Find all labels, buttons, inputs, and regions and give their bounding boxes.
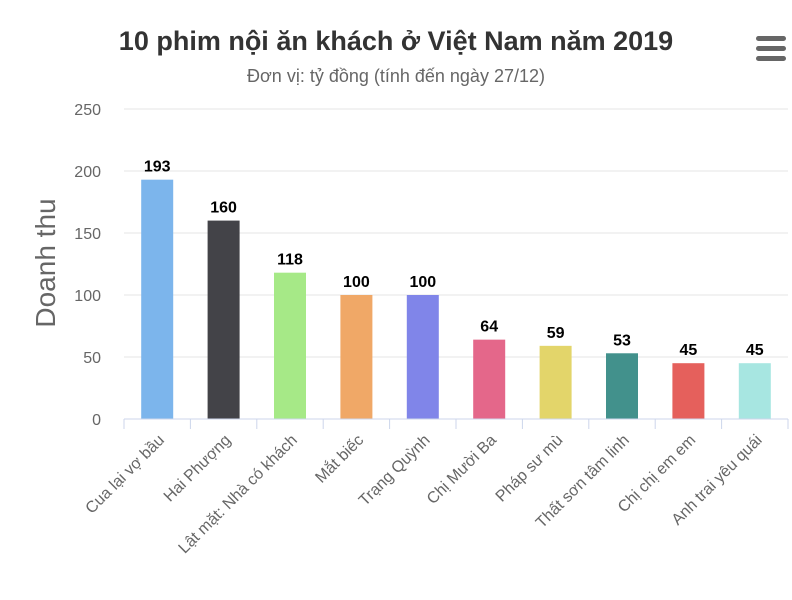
x-tick-label: Pháp sư mù	[493, 432, 567, 506]
data-label: 45	[746, 342, 764, 359]
bars	[141, 179, 771, 419]
x-tick-label: Chị Mười Ba	[424, 432, 500, 508]
bar[interactable]	[738, 363, 771, 419]
data-label: 45	[680, 342, 698, 359]
menu-bar-line	[756, 36, 786, 41]
x-tick-label: Lật mặt: Nhà có khách	[176, 432, 301, 557]
hamburger-icon[interactable]	[756, 36, 786, 62]
data-label: 193	[144, 159, 171, 176]
y-tick-label: 200	[74, 164, 101, 181]
y-axis-ticks: 0 50 100 150 200 250	[74, 102, 101, 429]
data-label: 59	[547, 325, 565, 342]
x-tick-label: Hai Phượng	[161, 432, 235, 506]
bar[interactable]	[672, 363, 705, 419]
x-tick-label: Cua lại vợ bầu	[83, 432, 168, 517]
data-label: 118	[277, 252, 303, 269]
chart-subtitle: Đơn vị: tỷ đồng (tính đến ngày 27/12)	[247, 66, 545, 86]
data-label: 53	[613, 332, 631, 349]
data-label: 64	[480, 319, 498, 336]
bar[interactable]	[473, 339, 506, 419]
bar[interactable]	[606, 353, 638, 419]
x-tick-label: Mắt biếc	[311, 430, 367, 486]
y-axis-title: Doanh thu	[30, 198, 61, 327]
y-tick-label: 150	[74, 226, 101, 243]
bar[interactable]	[274, 272, 306, 419]
menu-bar-line	[756, 46, 786, 51]
bar[interactable]	[141, 179, 174, 419]
y-tick-label: 250	[74, 102, 101, 119]
chart-title: 10 phim nội ăn khách ở Việt Nam năm 2019	[118, 26, 674, 56]
y-tick-label: 0	[92, 412, 101, 429]
data-label: 100	[409, 274, 436, 291]
bar[interactable]	[207, 220, 240, 419]
bar[interactable]	[539, 345, 572, 419]
data-labels: 193 160 118 100 100 64 59 53 45 45	[144, 159, 764, 360]
x-tick-label: Trạng Quỳnh	[356, 432, 434, 510]
data-label: 100	[343, 274, 370, 291]
y-tick-label: 50	[83, 350, 101, 367]
bar[interactable]	[340, 295, 373, 419]
data-label: 160	[210, 200, 237, 217]
bar[interactable]	[406, 295, 439, 419]
menu-bar-line	[756, 56, 786, 61]
y-tick-label: 100	[74, 288, 101, 305]
